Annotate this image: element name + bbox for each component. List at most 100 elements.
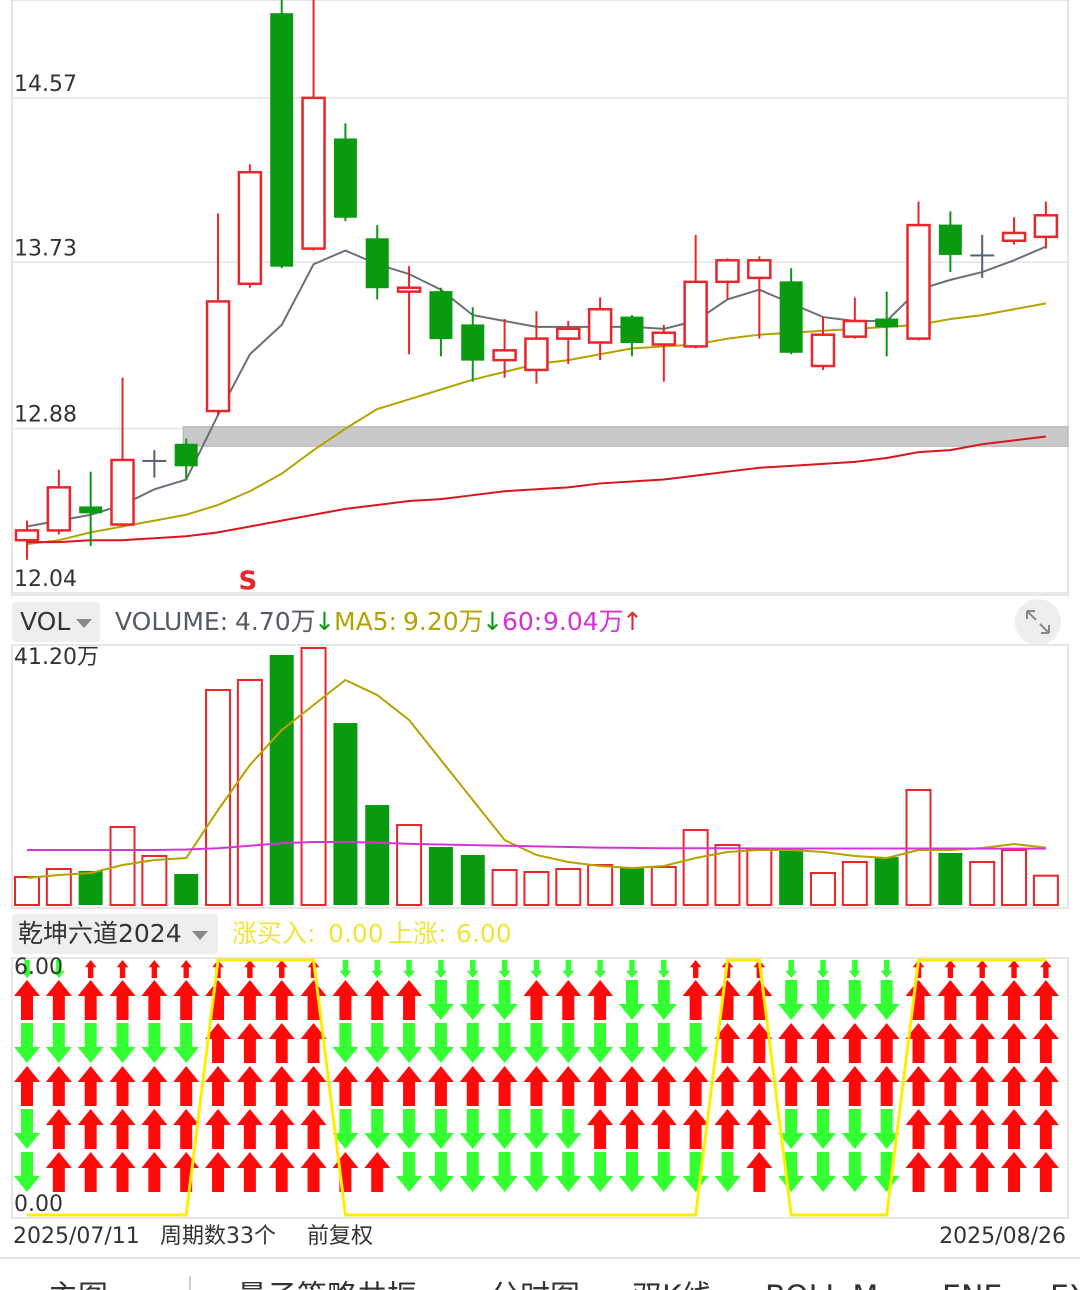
down-arrow <box>523 1152 550 1192</box>
volume-average <box>27 840 1046 851</box>
down-arrow <box>650 1023 677 1063</box>
up-arrow <box>45 1152 72 1192</box>
up-arrow <box>364 980 391 1020</box>
down-arrow <box>618 1023 645 1063</box>
candle-body <box>301 96 326 250</box>
candle-body <box>587 307 613 344</box>
volume-bar <box>14 875 40 907</box>
candle-body <box>174 443 198 467</box>
tab[interactable]: 主图 <box>48 1280 108 1290</box>
up-arrow <box>141 1152 168 1192</box>
volume-bar <box>810 871 836 906</box>
up-arrow <box>332 1152 359 1192</box>
up-arrow <box>937 1066 964 1106</box>
tab[interactable]: 量子策略共振 <box>237 1280 417 1290</box>
up-arrow <box>173 1109 200 1149</box>
down-arrow <box>491 1023 518 1063</box>
up-arrow <box>205 1109 232 1149</box>
up-arrow <box>937 1152 964 1192</box>
down-arrow <box>682 1152 709 1192</box>
volume-bar <box>841 861 868 906</box>
up-arrow <box>1032 1066 1059 1106</box>
up-arrow <box>1001 1066 1028 1106</box>
volume-bar <box>428 846 453 905</box>
up-arrow <box>1001 1023 1028 1063</box>
legend-value: 9.04万 <box>543 607 624 636</box>
up-arrow <box>1040 960 1052 978</box>
down-arrow <box>45 1023 72 1063</box>
up-arrow <box>364 1066 391 1106</box>
down-arrow <box>873 980 900 1020</box>
vol-button[interactable] <box>12 602 100 642</box>
tab[interactable]: BOLL-M <box>765 1280 878 1290</box>
legend-value: 0.00 <box>328 919 384 948</box>
legend-name: MA5: <box>334 607 397 636</box>
down-arrow <box>332 1023 359 1063</box>
up-arrow <box>587 1066 614 1106</box>
tab[interactable]: ENE <box>942 1280 1002 1290</box>
up-arrow <box>300 1023 327 1063</box>
up-arrow <box>173 980 200 1020</box>
up-arrow <box>746 1066 773 1106</box>
volume-bar <box>619 867 644 905</box>
up-arrow <box>650 1109 677 1149</box>
up-arrow <box>587 980 614 1020</box>
y-tick-label: 12.88 <box>14 403 77 428</box>
up-arrow <box>396 980 423 1020</box>
down-arrow <box>52 960 65 978</box>
down-arrow <box>332 1109 359 1149</box>
down-arrow <box>459 1152 486 1192</box>
candle-body <box>556 327 581 340</box>
up-arrow <box>141 1109 168 1149</box>
down-arrow <box>459 980 486 1020</box>
up-arrow <box>332 1066 359 1106</box>
down-arrow <box>396 1109 423 1149</box>
up-arrow <box>905 1109 932 1149</box>
down-arrow <box>466 960 479 978</box>
down-arrow <box>491 1109 518 1149</box>
up-arrow <box>45 1109 72 1149</box>
tab[interactable]: 分时图 <box>490 1280 580 1290</box>
candle-body <box>970 254 995 257</box>
signal-line <box>27 958 1046 1217</box>
date-start: 2025/07/11 <box>13 1224 140 1249</box>
expand-button[interactable] <box>1015 599 1061 645</box>
up-arrow <box>205 980 232 1020</box>
candle-body <box>779 281 803 353</box>
up-arrow <box>173 1152 200 1192</box>
down-arrow <box>109 1023 136 1063</box>
y-tick-label: 41.20万 <box>14 645 99 670</box>
y-tick-label: 14.57 <box>14 72 77 97</box>
volume-bar <box>269 654 294 905</box>
down-arrow <box>435 960 447 978</box>
indicator-button[interactable] <box>12 914 218 954</box>
up-arrow <box>84 960 97 978</box>
volume-bar <box>491 869 518 906</box>
candle-body <box>524 337 549 372</box>
down-arrow <box>841 980 868 1020</box>
up-arrow <box>714 980 741 1020</box>
up-arrow <box>396 1066 423 1106</box>
down-arrow <box>841 1152 868 1192</box>
candle-body <box>938 224 962 255</box>
down-arrow <box>491 980 518 1020</box>
up-arrow <box>969 1066 996 1106</box>
tab[interactable]: EX <box>1050 1280 1080 1290</box>
down-arrow <box>555 1152 582 1192</box>
candle-body <box>365 238 389 289</box>
candle-body <box>747 259 772 280</box>
down-arrow <box>77 1023 104 1063</box>
up-arrow <box>109 1109 136 1149</box>
volume-bar <box>938 852 963 905</box>
down-arrow <box>141 1023 168 1063</box>
up-arrow <box>746 980 773 1020</box>
down-arrow <box>594 960 606 978</box>
up-arrow <box>905 1066 932 1106</box>
up-arrow <box>148 960 161 978</box>
up-arrow <box>300 1109 327 1149</box>
up-arrow <box>236 1152 263 1192</box>
up-arrow <box>689 960 702 978</box>
candle-body <box>492 349 517 362</box>
y-tick-label: 13.73 <box>14 236 77 261</box>
tab[interactable]: 双K线 <box>632 1280 712 1290</box>
